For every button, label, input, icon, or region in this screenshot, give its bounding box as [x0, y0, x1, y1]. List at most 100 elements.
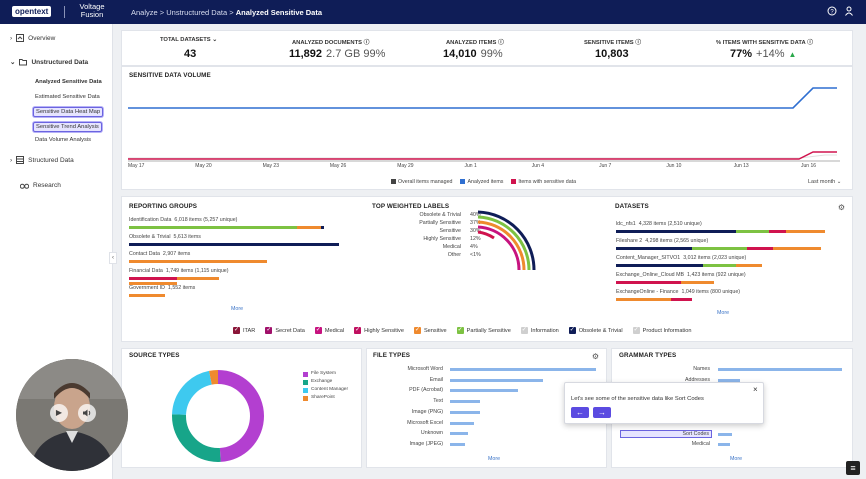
help-icon[interactable]: ?	[826, 6, 837, 17]
label-legend-item[interactable]: ✓ Partially Sensitive	[456, 327, 511, 334]
info-icon[interactable]: ⓘ	[363, 40, 370, 46]
reporting-bar[interactable]	[129, 277, 177, 280]
sidebar-subitem-analyzed[interactable]: Analyzed Sensitive Data	[35, 79, 102, 85]
grammar-more-link[interactable]: More	[730, 456, 743, 462]
grammar-bar[interactable]	[718, 433, 732, 436]
legend-overall[interactable]: Overall items managed	[391, 179, 452, 185]
info-icon[interactable]: ⓘ	[635, 40, 642, 46]
reporting-row-label[interactable]: Contact Data 2,907 items	[129, 251, 190, 257]
legend-analyzed[interactable]: Analyzed items	[460, 179, 503, 185]
reporting-bar[interactable]	[129, 282, 177, 285]
file-type-bar[interactable]	[450, 410, 480, 414]
dataset-row-label[interactable]: Content_Manager_SITVO1 3,012 items (2,023…	[616, 255, 746, 261]
reporting-bar[interactable]	[129, 226, 297, 229]
file-type-bar[interactable]	[450, 432, 468, 436]
label-legend-item[interactable]: ✓ Product Information	[632, 327, 691, 334]
label-legend-item[interactable]: ✓ Information	[520, 327, 559, 334]
reporting-bar[interactable]	[321, 226, 324, 229]
kpi-datasets-label[interactable]: TOTAL DATASETS ⌄	[160, 37, 217, 43]
dataset-bar[interactable]	[681, 281, 715, 284]
dataset-bar[interactable]	[768, 230, 787, 233]
dataset-bar[interactable]	[786, 230, 826, 233]
range-dropdown[interactable]: Last month ⌄	[808, 179, 841, 185]
label-legend-item[interactable]: ✓ Highly Sensitive	[354, 327, 404, 334]
sidebar-subitem-estimated[interactable]: Estimated Sensitive Data	[35, 94, 100, 100]
file-type-bar[interactable]	[450, 421, 474, 425]
reporting-bar[interactable]	[129, 260, 267, 263]
opentext-logo[interactable]: opentext	[12, 6, 52, 17]
file-type-label: Microsoft Word	[407, 366, 443, 372]
dataset-bar[interactable]	[616, 230, 736, 233]
tooltip-next-button[interactable]: →	[593, 407, 611, 418]
reporting-row-label[interactable]: Financial Data 1,749 items (1,115 unique)	[129, 268, 228, 274]
user-icon[interactable]	[843, 6, 854, 17]
sidebar-subitem-heatmap[interactable]: Sensitive Data Heat Map	[33, 107, 104, 117]
dataset-bar[interactable]	[692, 247, 747, 250]
breadcrumb-unstructured[interactable]: Unstructured Data	[166, 8, 228, 17]
datasets-more-link[interactable]: More	[717, 310, 730, 316]
file-types-more-link[interactable]: More	[488, 456, 501, 462]
grammar-bar[interactable]	[718, 379, 740, 382]
dataset-bar[interactable]	[670, 298, 693, 301]
file-type-bar[interactable]	[450, 400, 480, 404]
source-legend-label[interactable]: File System	[311, 371, 337, 376]
label-legend-item[interactable]: ✓ Secret Data	[265, 327, 305, 334]
dataset-bar[interactable]	[616, 281, 682, 284]
file-type-bar[interactable]	[450, 378, 543, 382]
file-type-bar[interactable]	[450, 442, 465, 446]
grammar-bar[interactable]	[718, 368, 842, 371]
reporting-bar[interactable]	[129, 243, 339, 246]
dataset-row-label[interactable]: ldc_nfs1 4,328 items (2,510 unique)	[616, 221, 702, 227]
label-legend-item[interactable]: ✓ Obsolete & Trivial	[568, 327, 623, 334]
label-legend-item[interactable]: ✓ Medical	[314, 327, 344, 334]
settings-gear-icon[interactable]: ⚙	[837, 203, 846, 212]
sidebar-item-research[interactable]: Research	[20, 181, 61, 189]
dataset-bar[interactable]	[746, 247, 773, 250]
sidebar-subitem-volume[interactable]: Data Volume Analysis	[35, 137, 92, 143]
presenter-video[interactable]	[16, 359, 128, 471]
source-legend-label[interactable]: SharePoint	[311, 395, 335, 400]
info-icon[interactable]: ⓘ	[497, 40, 504, 46]
dataset-bar[interactable]	[616, 247, 693, 250]
tooltip-prev-button[interactable]: ←	[571, 407, 589, 418]
breadcrumb-analyze[interactable]: Analyze	[131, 8, 158, 17]
settings-gear-icon[interactable]: ⚙	[591, 352, 600, 361]
grammar-label-highlighted[interactable]: Sort Codes	[620, 430, 712, 438]
dataset-row-label[interactable]: Exchange_Online_Cloud MB 1,423 items (922…	[616, 272, 746, 278]
kpi-documents-label: ANALYZED DOCUMENTS ⓘ	[292, 37, 369, 46]
dataset-row-label[interactable]: Fileshare 2 4,298 items (2,565 unique)	[616, 238, 708, 244]
sidebar-item-unstructured[interactable]: ⌄ Unstructured Data	[10, 58, 88, 67]
dataset-bar[interactable]	[735, 230, 769, 233]
reporting-bar[interactable]	[129, 294, 165, 297]
source-donut	[172, 370, 264, 462]
sidebar-subitem-trend[interactable]: Sensitive Trend Analysis	[33, 122, 102, 132]
dataset-bar[interactable]	[616, 264, 704, 267]
reporting-bar[interactable]	[297, 226, 321, 229]
file-type-bar[interactable]	[450, 389, 518, 393]
grammar-bar[interactable]	[718, 443, 730, 446]
source-legend-label[interactable]: Content Manager	[311, 387, 349, 392]
reporting-row-label[interactable]: Government ID 1,552 items	[129, 285, 195, 291]
sidebar-item-overview[interactable]: › Overview	[10, 34, 55, 42]
dataset-bar[interactable]	[703, 264, 736, 267]
file-type-bar[interactable]	[450, 368, 596, 371]
label-legend-item[interactable]: ✓ Sensitive	[413, 327, 447, 334]
reporting-more-link[interactable]: More	[231, 306, 244, 312]
source-legend-label[interactable]: Exchange	[311, 379, 333, 384]
reporting-row-label[interactable]: Identification Data 6,018 items (5,257 un…	[129, 217, 237, 223]
close-icon[interactable]: ×	[753, 385, 758, 394]
legend-sensitive[interactable]: Items with sensitive data	[511, 179, 576, 185]
notes-button[interactable]: ≡	[846, 461, 860, 475]
dataset-bar[interactable]	[735, 264, 763, 267]
info-icon[interactable]: ⓘ	[807, 40, 813, 46]
reporting-row-label[interactable]: Obsolete & Trivial 5,613 items	[129, 234, 201, 240]
dataset-bar[interactable]	[616, 298, 671, 301]
dataset-row-label[interactable]: ExchangeOnline - Finance 1,049 items (800…	[616, 289, 740, 295]
label-legend-item[interactable]: ✓ ITAR	[233, 327, 255, 334]
mute-button[interactable]	[78, 404, 96, 422]
reporting-bar[interactable]	[177, 277, 219, 280]
dataset-bar[interactable]	[772, 247, 821, 250]
sidebar-item-structured[interactable]: › Structured Data	[10, 156, 74, 164]
play-button[interactable]: ▶	[50, 404, 68, 422]
collapse-sidebar-toggle[interactable]: ‹	[109, 252, 117, 264]
